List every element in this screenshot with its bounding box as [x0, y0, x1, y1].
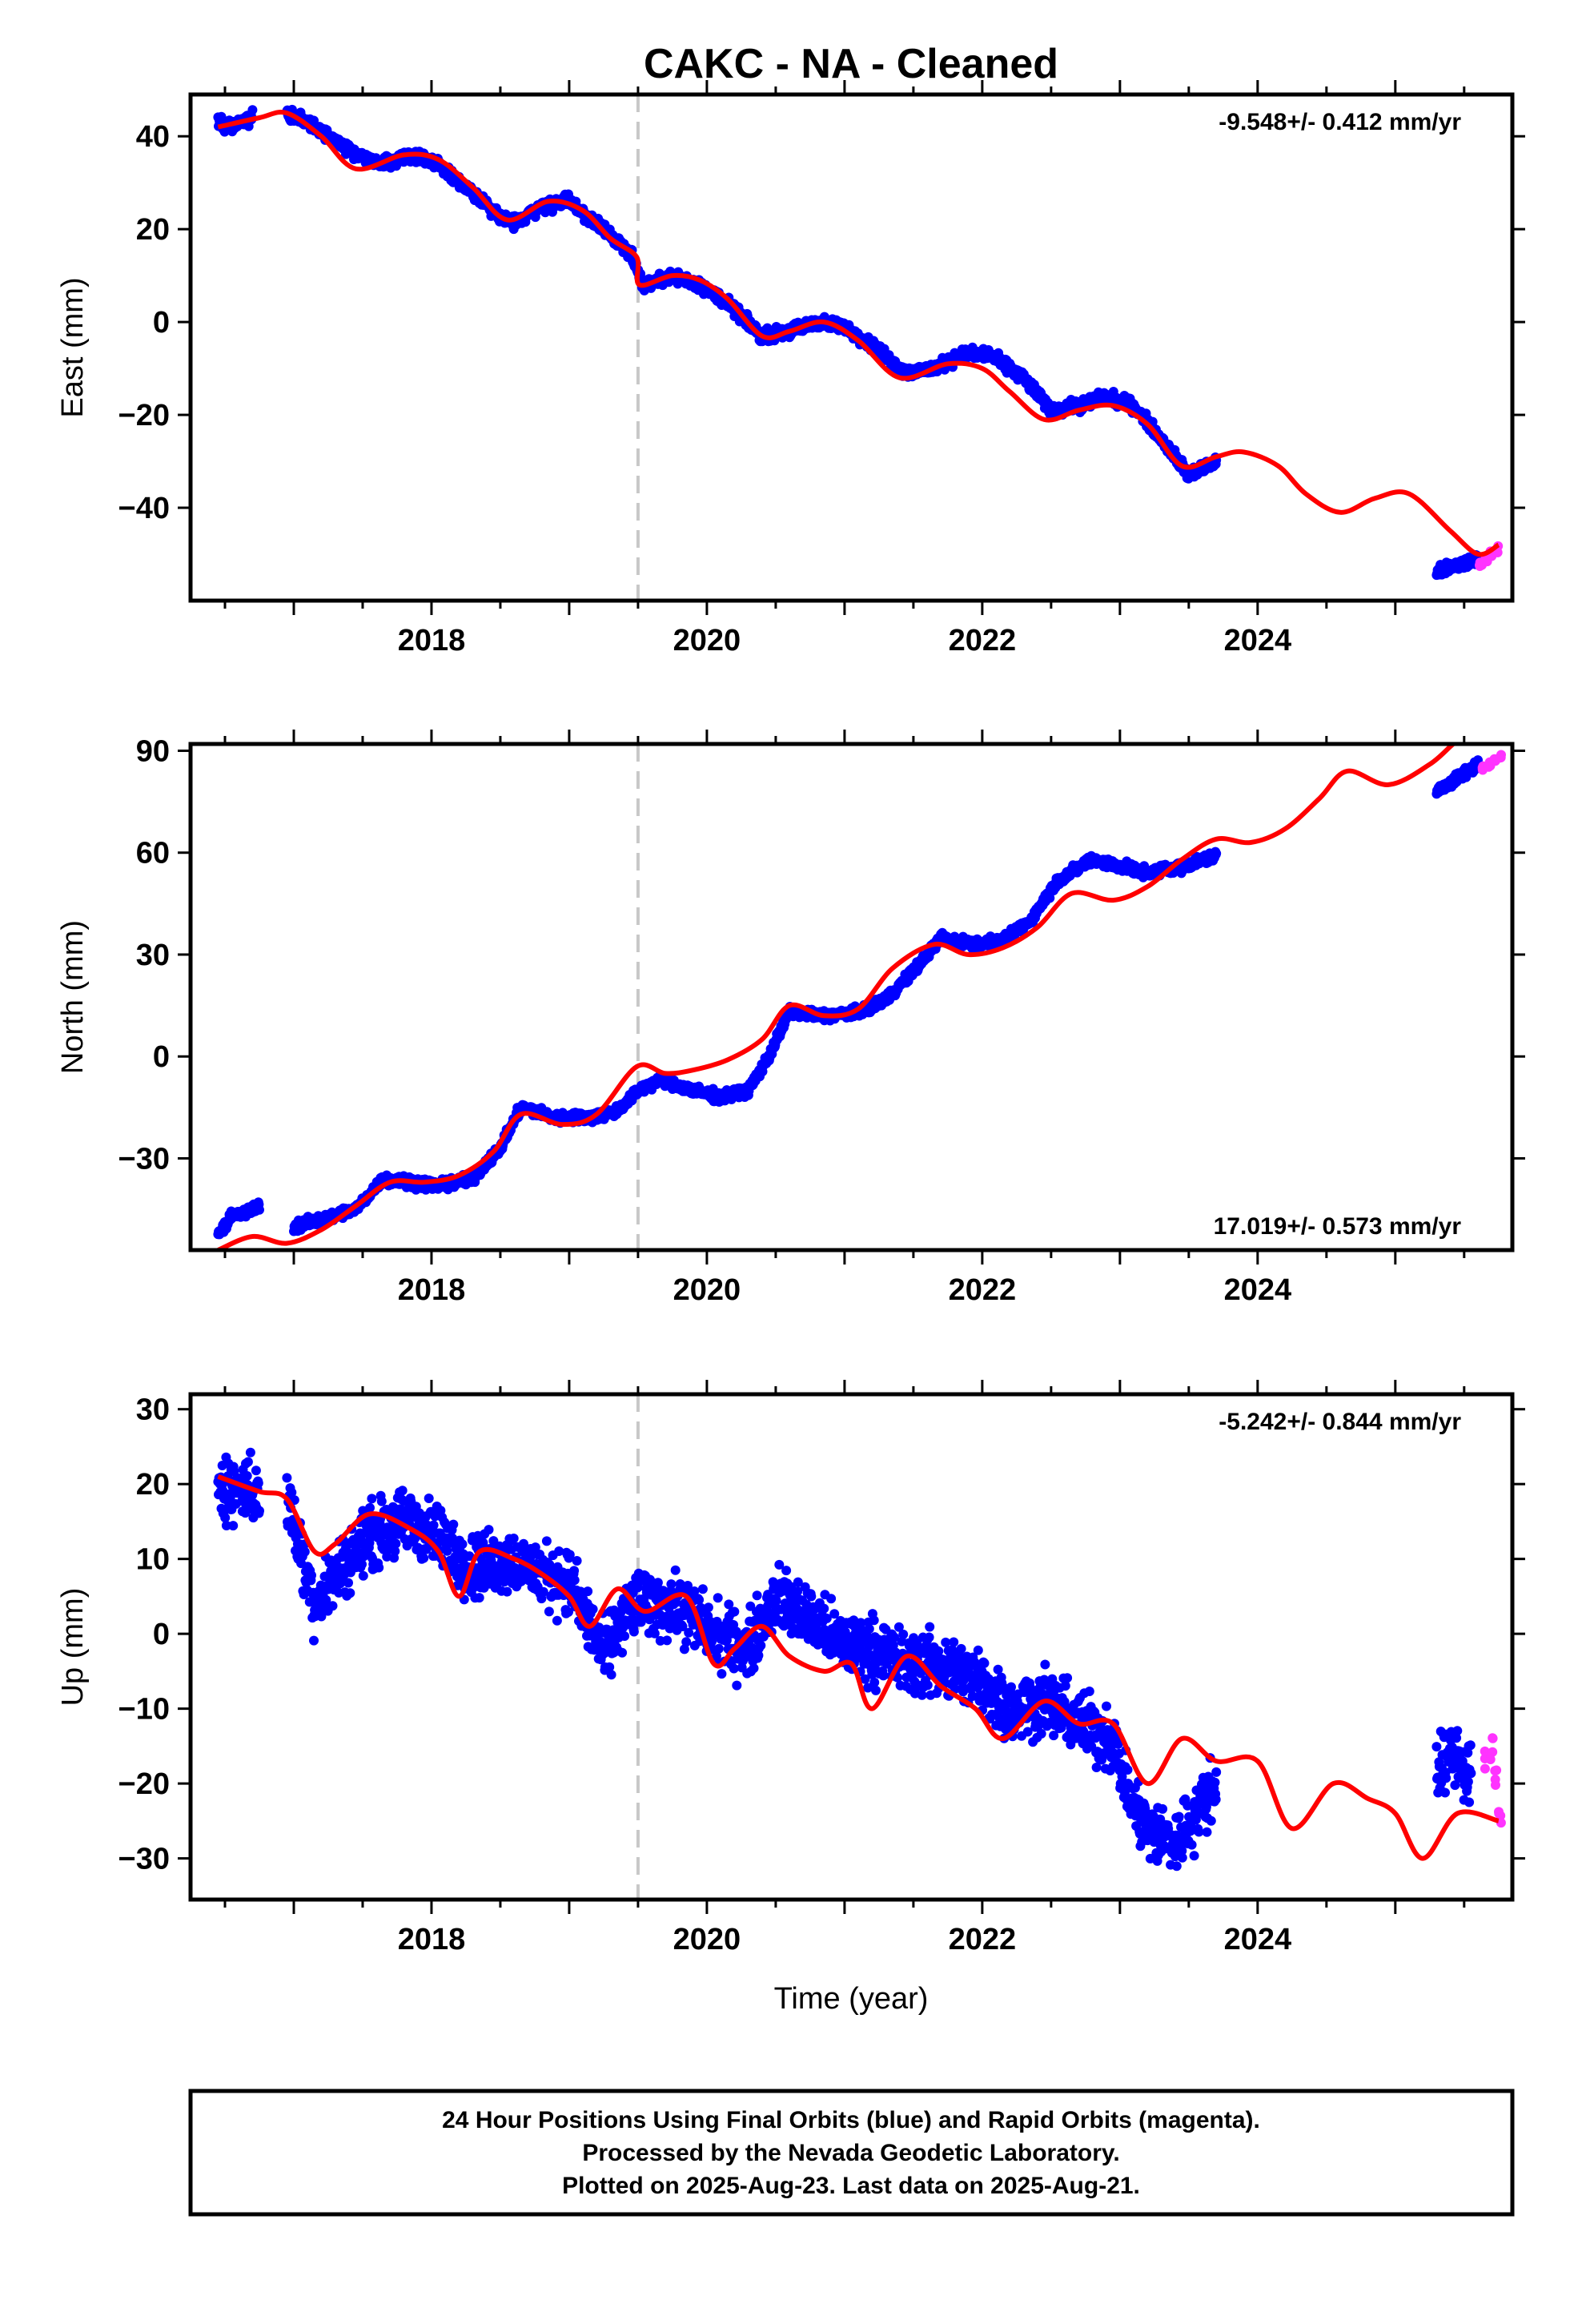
plot-frame	[188, 92, 1515, 603]
final-point	[307, 1570, 316, 1581]
x-tick-label: 2018	[398, 624, 466, 657]
final-point	[419, 1553, 429, 1563]
final-point	[345, 1588, 355, 1598]
final-point	[502, 1586, 512, 1597]
y-tick-label: 40	[136, 120, 170, 154]
y-tick-label: −40	[118, 492, 170, 525]
final-point	[255, 1204, 264, 1215]
rapid-point	[1475, 561, 1485, 571]
model-line	[217, 744, 1457, 1250]
final-point	[343, 1578, 353, 1588]
final-point	[457, 1539, 468, 1550]
final-point	[391, 1538, 401, 1549]
y-tick-label: 90	[136, 734, 170, 768]
y-axis-label: North (mm)	[56, 920, 90, 1074]
final-point	[282, 1473, 292, 1483]
final-point	[309, 1635, 319, 1646]
final-point	[243, 1457, 253, 1467]
final-point	[397, 1486, 408, 1496]
y-tick-label: 60	[136, 837, 170, 870]
panels: −40 −20 0 20 40 2018 2020 2022 2024 East (mm) -9.5…	[56, 80, 1525, 2016]
model-line	[217, 110, 1500, 557]
final-point	[484, 1525, 494, 1535]
final-point	[242, 1471, 252, 1481]
y-tick-label: 0	[153, 306, 170, 340]
final-point	[228, 1521, 239, 1531]
chart-title: CAKC - NA - Cleaned	[644, 41, 1058, 87]
panel-east: −40 −20 0 20 40 2018 2020 2022 2024 East (mm) -9.5…	[56, 80, 1525, 657]
final-point	[327, 1601, 338, 1611]
final-point	[367, 1494, 377, 1504]
final-point	[376, 1496, 387, 1506]
final-point	[365, 1502, 375, 1513]
final-point	[374, 1562, 384, 1573]
x-tick-label: 2020	[673, 1273, 741, 1307]
final-point	[299, 1546, 310, 1557]
x-tick-label: 2024	[1224, 1273, 1292, 1307]
final-point	[357, 1559, 367, 1570]
rate-label: 17.019+/- 0.573 mm/yr	[1214, 1213, 1462, 1240]
x-tick-label: 2022	[949, 1273, 1017, 1307]
panel-north: −30 0 30 60 90 2018 2020 2022 2024 North (mm) 17.0…	[56, 730, 1525, 1307]
x-tick-label: 2024	[1224, 624, 1292, 657]
final-point	[1211, 848, 1222, 858]
y-tick-label: −20	[118, 399, 170, 432]
final-points	[213, 750, 1506, 1240]
y-tick-label: 20	[136, 213, 170, 247]
final-point	[424, 1494, 434, 1503]
y-tick-label: 0	[153, 1040, 170, 1074]
final-point	[448, 1519, 459, 1530]
rate-label: -9.548+/- 0.412 mm/yr	[1219, 109, 1461, 135]
x-tick-label: 2018	[398, 1273, 466, 1307]
final-point	[358, 1570, 368, 1581]
y-tick-label: −30	[118, 1142, 170, 1176]
final-point	[253, 1478, 263, 1488]
y-axis-label: East (mm)	[56, 277, 90, 417]
y-tick-label: 30	[136, 939, 170, 972]
final-point	[251, 1466, 261, 1476]
final-point	[255, 1506, 264, 1516]
final-point	[247, 105, 258, 115]
final-point	[245, 1447, 255, 1458]
rapid-point	[1495, 753, 1504, 763]
x-tick-label: 2020	[673, 624, 741, 657]
final-point	[474, 1593, 484, 1603]
x-tick-label: 2022	[949, 624, 1017, 657]
final-point	[428, 1520, 439, 1530]
